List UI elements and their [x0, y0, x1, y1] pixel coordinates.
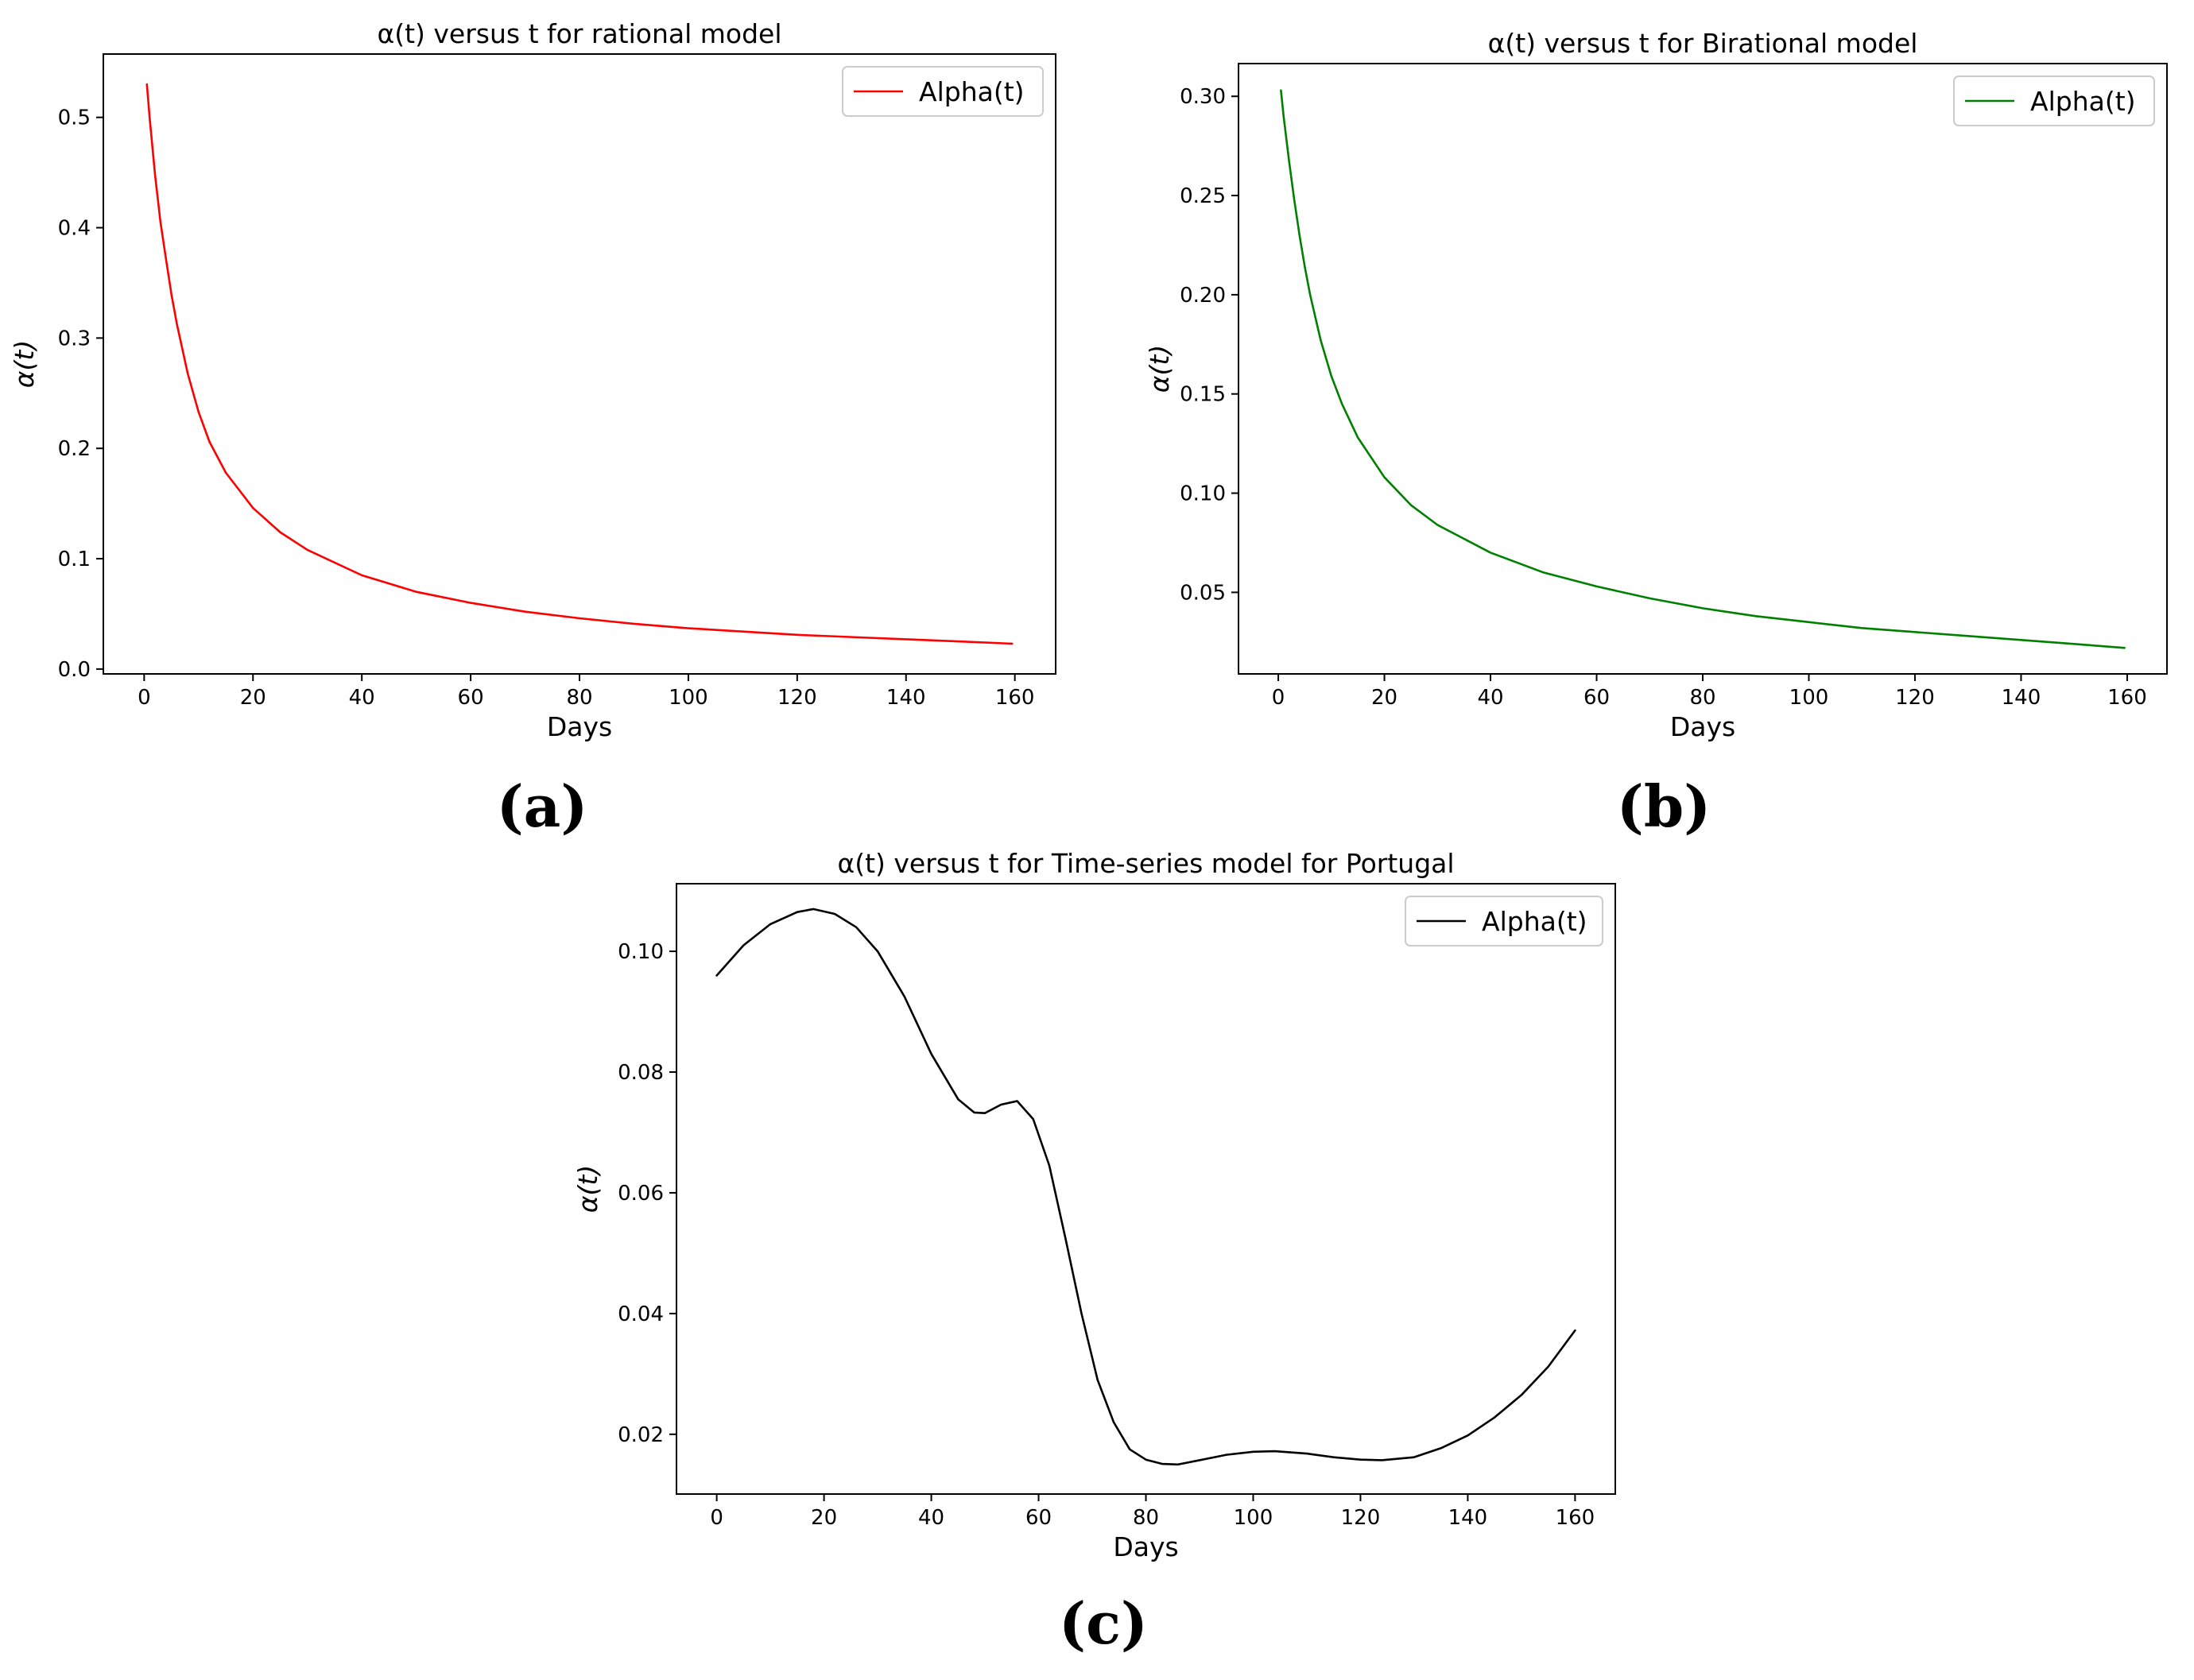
- y-tick-label: 0.10: [618, 940, 664, 964]
- chart-title: α(t) versus t for Time-series model for …: [837, 848, 1454, 879]
- x-tick-label: 160: [2107, 686, 2147, 710]
- x-tick-label: 80: [1133, 1506, 1159, 1530]
- x-tick-label: 20: [1371, 686, 1397, 710]
- legend-box: [1953, 75, 2155, 126]
- x-tick-label: 60: [458, 686, 484, 710]
- y-tick-label: 0.1: [58, 548, 91, 571]
- x-tick-label: 160: [995, 686, 1035, 710]
- y-tick-label: 0.20: [1180, 284, 1226, 308]
- x-tick-label: 0: [710, 1506, 723, 1530]
- x-tick-label: 40: [1477, 686, 1503, 710]
- panel-label: (b): [1617, 772, 1711, 840]
- panel-label: (c): [1059, 1589, 1148, 1657]
- y-tick-label: 0.15: [1180, 383, 1226, 407]
- x-tick-label: 60: [1583, 686, 1610, 710]
- y-tick-label: 0.3: [58, 327, 91, 350]
- y-axis-label: α(t): [1144, 345, 1175, 393]
- chart-title: α(t) versus t for rational model: [377, 18, 781, 49]
- x-tick-label: 160: [1556, 1506, 1595, 1530]
- x-tick-label: 120: [1895, 686, 1935, 710]
- y-tick-label: 0.02: [618, 1423, 664, 1447]
- x-tick-label: 20: [240, 686, 266, 710]
- legend-box: [842, 66, 1044, 117]
- chart-panel-1: α(t) versus t for rational model 0 20 40 60 8…: [9, 18, 1056, 840]
- series-line-alpha-t-: [715, 908, 1576, 1466]
- x-tick-label: 140: [1448, 1506, 1488, 1530]
- y-tick-label: 0.10: [1180, 482, 1226, 506]
- legend-entry-label: Alpha(t): [1482, 906, 1587, 937]
- series-line-alpha-t-: [1280, 89, 2126, 649]
- x-tick-label: 140: [886, 686, 926, 710]
- chart-title: α(t) versus t for Birational model: [1488, 28, 1918, 59]
- y-tick-label: 0.25: [1180, 184, 1226, 208]
- x-tick-label: 40: [349, 686, 375, 710]
- x-tick-label: 40: [918, 1506, 944, 1530]
- x-tick-label: 120: [777, 686, 817, 710]
- legend: Alpha(t): [842, 66, 1044, 117]
- series-line-alpha-t-: [145, 83, 1014, 645]
- x-tick-label: 60: [1025, 1506, 1052, 1530]
- legend-box: [1405, 896, 1603, 946]
- legend-entry-label: Alpha(t): [2030, 86, 2136, 117]
- x-tick-label: 140: [2002, 686, 2041, 710]
- legend: Alpha(t): [1953, 75, 2155, 126]
- legend: Alpha(t): [1405, 896, 1603, 946]
- x-tick-label: 80: [1689, 686, 1715, 710]
- x-tick-label: 100: [669, 686, 708, 710]
- y-tick-label: 0.0: [58, 658, 91, 682]
- x-tick-label: 100: [1789, 686, 1829, 710]
- y-tick-label: 0.30: [1180, 85, 1226, 109]
- chart-panel-3: α(t) versus t for Time-series model for …: [572, 848, 1616, 1657]
- x-tick-label: 0: [1272, 686, 1285, 710]
- x-tick-label: 120: [1341, 1506, 1381, 1530]
- chart-panel-2: α(t) versus t for Birational model 0 20 40 6…: [1144, 28, 2168, 840]
- x-axis-label: Days: [1113, 1531, 1178, 1562]
- x-axis-label: Days: [547, 711, 612, 742]
- x-axis-label: Days: [1670, 711, 1735, 742]
- x-tick-label: 100: [1234, 1506, 1273, 1530]
- y-axis-label: α(t): [572, 1165, 603, 1213]
- y-axis-label: α(t): [9, 340, 40, 388]
- y-tick-label: 0.4: [58, 217, 91, 241]
- y-tick-label: 0.05: [1180, 581, 1226, 605]
- y-tick-label: 0.04: [618, 1303, 664, 1326]
- x-tick-label: 0: [138, 686, 151, 710]
- y-tick-label: 0.5: [58, 106, 91, 130]
- y-tick-label: 0.06: [618, 1182, 664, 1206]
- x-tick-label: 20: [811, 1506, 837, 1530]
- x-tick-label: 80: [566, 686, 592, 710]
- legend-entry-label: Alpha(t): [919, 76, 1025, 107]
- panel-label: (a): [497, 772, 588, 840]
- y-tick-label: 0.08: [618, 1061, 664, 1085]
- y-tick-label: 0.2: [58, 437, 91, 461]
